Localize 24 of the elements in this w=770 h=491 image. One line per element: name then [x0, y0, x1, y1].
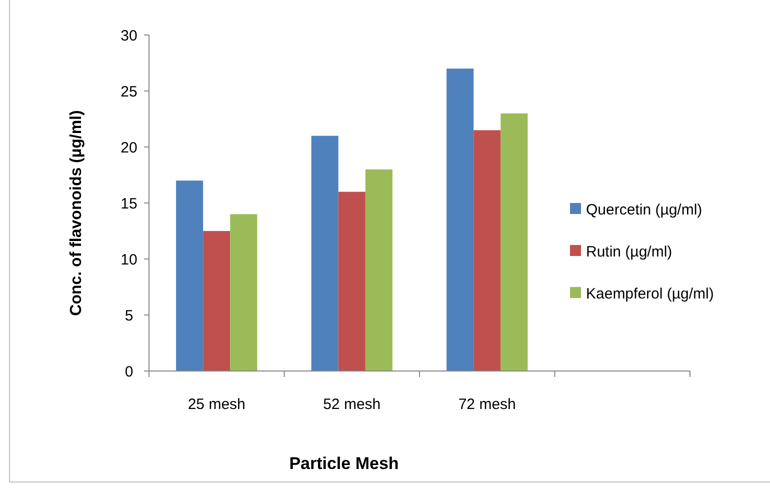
y-tick-label: 5: [124, 307, 134, 324]
legend-label: Quercetin (µg/ml): [586, 201, 702, 218]
bar: [446, 68, 474, 371]
bar: [338, 192, 366, 371]
y-tick-label: 30: [120, 27, 138, 44]
bar: [230, 214, 258, 371]
x-axis-title: Particle Mesh: [289, 454, 399, 473]
legend-label: Kaempferol (µg/ml): [586, 285, 714, 302]
bar: [500, 113, 528, 371]
y-axis-title: Conc. of flavonoids (µg/ml): [68, 110, 85, 316]
x-tick-label: 72 mesh: [458, 396, 516, 413]
bar: [176, 180, 204, 371]
legend-label: Rutin (µg/ml): [586, 243, 672, 260]
bar: [474, 130, 501, 371]
y-tick-label: 10: [120, 251, 138, 268]
x-tick-label: 52 mesh: [323, 396, 381, 413]
bar: [203, 231, 230, 371]
bar: [311, 136, 338, 371]
y-tick-label: 15: [120, 195, 138, 212]
y-tick-label: 0: [124, 363, 134, 380]
y-tick-label: 20: [120, 139, 138, 156]
x-tick-label: 25 mesh: [188, 396, 246, 413]
y-tick-label: 25: [120, 83, 138, 100]
bar: [365, 169, 392, 371]
